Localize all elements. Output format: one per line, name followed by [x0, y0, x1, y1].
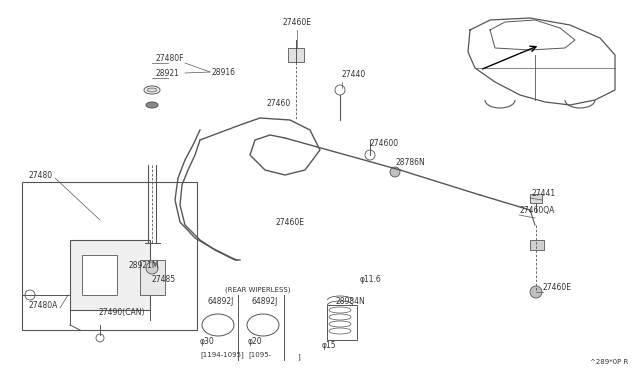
Text: 27460E: 27460E: [282, 17, 312, 26]
Circle shape: [25, 290, 35, 300]
Circle shape: [530, 286, 542, 298]
Text: 27441: 27441: [532, 189, 556, 198]
Bar: [530, 240, 544, 250]
Circle shape: [96, 334, 104, 342]
Text: 64892J: 64892J: [207, 298, 234, 307]
Text: 28916: 28916: [212, 67, 236, 77]
Text: [1095-: [1095-: [248, 352, 271, 358]
Text: 27485: 27485: [152, 276, 176, 285]
Text: 28921M: 28921M: [128, 260, 159, 269]
Text: 27460E: 27460E: [276, 218, 305, 227]
Text: 27480: 27480: [28, 170, 52, 180]
Text: ^289*0P R: ^289*0P R: [590, 359, 628, 365]
Text: 28984N: 28984N: [336, 298, 365, 307]
Text: 274600: 274600: [370, 138, 399, 148]
Text: 27440: 27440: [342, 70, 366, 78]
Circle shape: [335, 85, 345, 95]
Bar: [288, 48, 304, 62]
Ellipse shape: [247, 314, 279, 336]
Bar: [82, 255, 117, 295]
Text: 27480A: 27480A: [28, 301, 58, 310]
Ellipse shape: [202, 314, 234, 336]
Text: φ30: φ30: [200, 337, 215, 346]
Text: (REAR WIPERLESS): (REAR WIPERLESS): [225, 287, 291, 293]
Bar: [327, 305, 357, 340]
Text: 28786N: 28786N: [396, 157, 426, 167]
Ellipse shape: [144, 86, 160, 94]
Text: ]: ]: [297, 354, 300, 360]
Text: φ20: φ20: [248, 337, 262, 346]
Text: φ11.6: φ11.6: [360, 276, 381, 285]
Bar: [70, 240, 150, 310]
Text: 27460E: 27460E: [543, 283, 572, 292]
Text: 27490(CAN): 27490(CAN): [98, 308, 145, 317]
Text: 27480F: 27480F: [155, 54, 184, 62]
Circle shape: [365, 150, 375, 160]
Bar: [530, 194, 542, 203]
Text: 64892J: 64892J: [252, 298, 278, 307]
Text: [1194-1095]: [1194-1095]: [200, 352, 244, 358]
Ellipse shape: [146, 102, 158, 108]
Text: 27460: 27460: [267, 99, 291, 108]
Text: 27460QA: 27460QA: [520, 205, 556, 215]
Text: φ15: φ15: [322, 340, 337, 350]
Text: 28921: 28921: [155, 68, 179, 77]
Circle shape: [146, 262, 158, 274]
Ellipse shape: [147, 88, 157, 92]
Bar: [22, 182, 197, 330]
Bar: [140, 260, 165, 295]
Circle shape: [390, 167, 400, 177]
